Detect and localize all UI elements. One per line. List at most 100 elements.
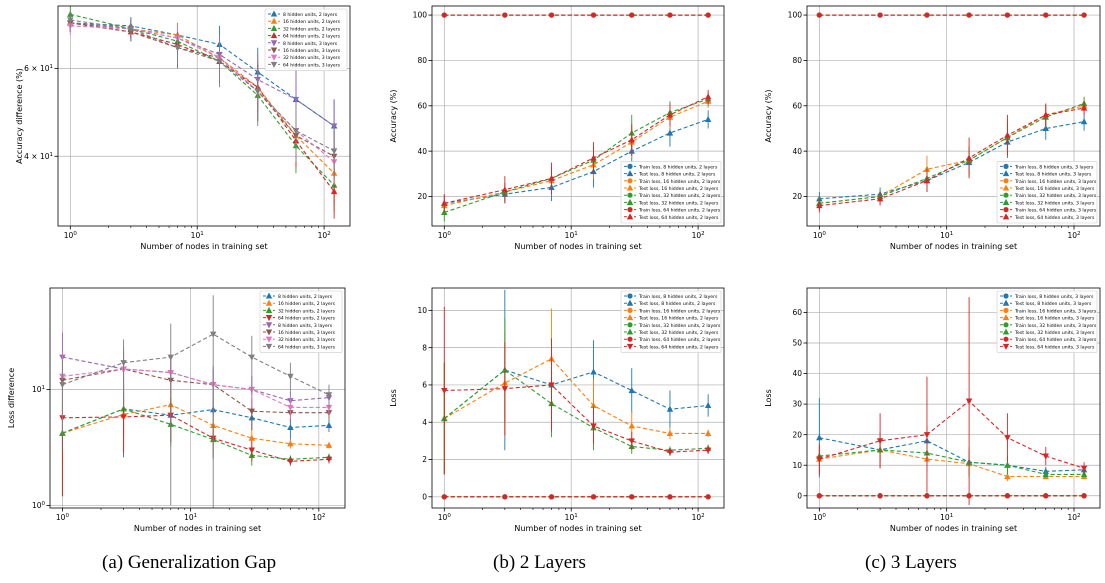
legend-marker: [626, 299, 634, 306]
data-point: [1004, 473, 1011, 480]
data-point: [704, 429, 712, 436]
data-point: [628, 136, 635, 143]
data-point: [59, 382, 66, 389]
data-point: [816, 493, 822, 499]
plot-area: [67, 6, 338, 219]
legend-label: Test loss, 64 hidden units, 3 layers: [1014, 215, 1095, 221]
data-point: [628, 438, 635, 445]
plot-area: [441, 289, 712, 500]
legend-marker: [1003, 207, 1009, 213]
y-axis-label: Loss: [764, 389, 773, 407]
legend-marker: [626, 198, 634, 205]
legend-label: Test loss, 64 hidden units, 3 layers: [1014, 344, 1095, 350]
y-tick-label: 60: [792, 308, 802, 317]
data-point: [548, 12, 555, 18]
data-point: [502, 494, 508, 500]
data-point: [1043, 493, 1049, 499]
legend-marker: [1003, 307, 1009, 313]
data-point: [441, 387, 448, 395]
legend-label: Train loss, 32 hidden units, 3 layers: [1014, 193, 1097, 199]
legend-label: Train loss, 8 hidden units, 3 layers: [1014, 294, 1094, 300]
data-point: [1042, 453, 1049, 460]
legend-marker: [270, 54, 278, 61]
legend-marker: [627, 178, 633, 184]
y-tick-label: 6 × 101: [24, 64, 53, 73]
data-point: [248, 434, 255, 441]
legend-marker: [626, 314, 634, 321]
data-point: [877, 493, 883, 499]
legend-marker: [626, 328, 634, 335]
data-point: [216, 58, 223, 65]
axes-frame: [806, 5, 1101, 227]
legend-label: Train loss, 64 hidden units, 2 layers: [638, 208, 721, 214]
data-point: [1042, 111, 1049, 118]
legend-box: [996, 290, 1098, 353]
x-axis-label: Number of nodes in training set: [134, 524, 261, 533]
legend-label: Train loss, 64 hidden units, 2 layers: [638, 337, 721, 343]
legend-marker: [626, 170, 634, 177]
y-tick-label: 4 × 101: [24, 152, 53, 161]
data-point: [876, 195, 884, 202]
legend-marker: [1002, 170, 1010, 177]
legend-marker: [265, 299, 273, 306]
legend-label: 32 hidden units, 3 layers: [283, 55, 341, 61]
legend-label: 16 hidden units, 3 layers: [283, 48, 341, 54]
legend-label: 32 hidden units, 2 layers: [283, 26, 341, 32]
data-point: [1080, 465, 1088, 472]
legend-marker: [270, 24, 278, 31]
y-tick-label: 10: [417, 306, 427, 315]
legend-marker: [265, 322, 273, 329]
legend-marker: [627, 336, 633, 342]
legend-marker: [1002, 299, 1010, 306]
x-tick-label: 101: [565, 231, 578, 240]
caption-2-layers: (b) 2 Layers: [493, 552, 586, 573]
x-tick-label: 102: [318, 231, 331, 240]
series-8: [816, 101, 1088, 213]
data-point: [924, 12, 930, 18]
legend-marker: [265, 292, 273, 299]
x-tick-label: 101: [565, 513, 578, 522]
data-point: [1043, 12, 1049, 18]
x-tick-label: 101: [191, 231, 204, 240]
x-tick-label: 102: [692, 231, 705, 240]
data-point: [248, 447, 255, 454]
legend-label: Train loss, 16 hidden units, 3 layers: [1014, 179, 1097, 185]
x-tick-label: 102: [312, 513, 325, 522]
legend-label: Train loss, 32 hidden units, 2 layers: [638, 193, 721, 199]
legend-marker: [265, 329, 273, 336]
legend-box: [264, 8, 348, 71]
data-point: [667, 494, 673, 500]
data-point: [923, 177, 931, 184]
plot-area: [816, 297, 1088, 505]
legend-marker: [1003, 293, 1009, 299]
legend-marker: [627, 293, 633, 299]
data-point: [548, 382, 555, 389]
legend-label: Test loss, 16 hidden units, 3 layers: [1014, 186, 1095, 192]
legend-marker: [1003, 322, 1009, 328]
data-point: [1004, 461, 1011, 468]
legend-label: Test loss, 32 hidden units, 3 layers: [1014, 330, 1095, 336]
legend-marker: [265, 343, 273, 350]
data-point: [330, 148, 338, 155]
chart-b_bottom: 100 101 102 0 2 4 6 8 10 Number of nodes in train…: [389, 287, 725, 533]
data-point: [590, 401, 597, 409]
legend-label: 64 hidden units, 2 layers: [283, 34, 341, 40]
legend-label: Train loss, 8 hidden units, 2 layers: [638, 164, 718, 170]
legend-label: Test loss, 8 hidden units, 3 layers: [1014, 301, 1092, 307]
y-tick-label: 50: [792, 339, 802, 348]
y-tick-label: 60: [792, 101, 802, 110]
series-7: [441, 12, 711, 18]
x-tick-label: 102: [1067, 231, 1080, 240]
series-line: [62, 356, 330, 402]
series-line: [62, 414, 330, 462]
legend-label: 8 hidden units, 2 layers: [278, 294, 333, 300]
legend-label: Test loss, 8 hidden units, 3 layers: [1014, 172, 1092, 178]
y-tick-label: 60: [417, 101, 427, 110]
legend-label: Train loss, 32 hidden units, 3 layers: [1014, 323, 1097, 329]
y-tick-label: 80: [417, 56, 427, 65]
series-7: [816, 12, 1087, 18]
chart-b_top: 100 101 102 20 40 60 80 100 Number of nodes in t…: [389, 5, 725, 251]
data-point: [287, 404, 294, 411]
